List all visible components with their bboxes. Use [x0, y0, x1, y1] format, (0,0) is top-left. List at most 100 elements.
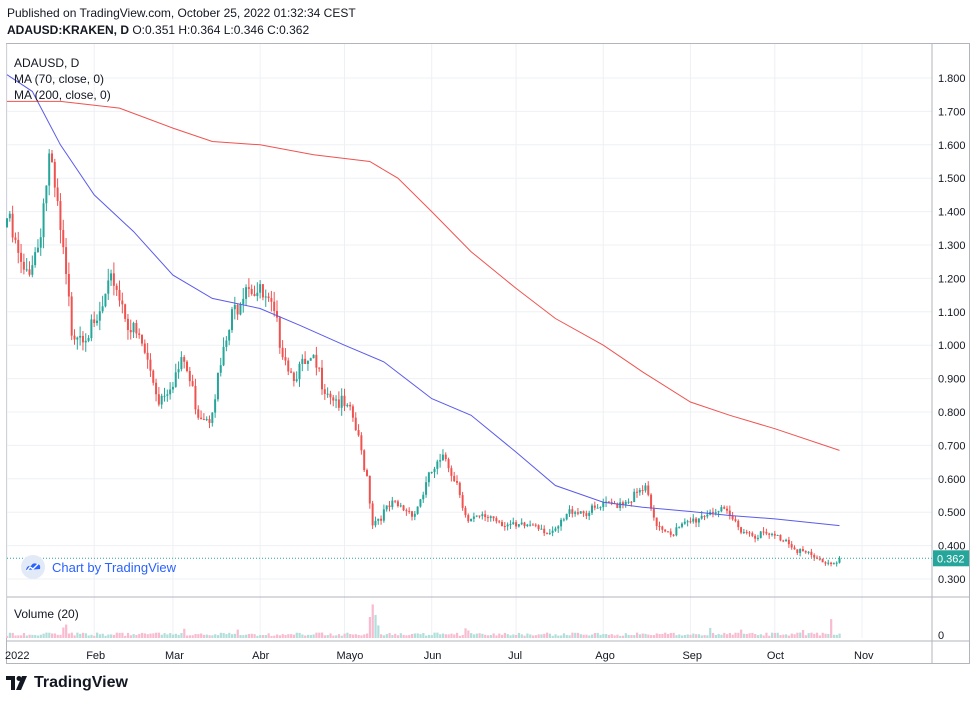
volume-bar [160, 634, 163, 638]
volume-bar [745, 633, 748, 638]
volume-bar [768, 635, 771, 638]
volume-bar [824, 633, 827, 638]
candle [517, 523, 520, 528]
candle [90, 314, 93, 342]
candle [537, 524, 540, 532]
volume-bar [728, 632, 732, 638]
volume-bar [517, 632, 521, 638]
candle [779, 534, 782, 542]
candle [292, 371, 295, 387]
volume-bar [557, 635, 560, 638]
volume-bar [273, 635, 276, 638]
volume-bar [396, 635, 400, 638]
candle [205, 416, 208, 422]
volume-bar [239, 635, 242, 638]
candle [261, 283, 264, 301]
candle [228, 329, 231, 346]
candle [402, 504, 405, 512]
candle [652, 505, 655, 521]
volume-bar [149, 633, 152, 638]
time-axis: 2022 Feb Mar Abr Mayo Jun Jul Ago Sep Oct Nov [5, 650, 874, 662]
candle [602, 498, 605, 511]
ma200-legend[interactable]: MA (200, close, 0) [14, 88, 111, 102]
volume-bar [191, 635, 194, 638]
volume-bar [36, 635, 40, 638]
volume-bar [748, 633, 751, 638]
volume-bar [242, 635, 245, 638]
volume-bar [267, 633, 270, 638]
candle [419, 498, 422, 508]
volume-bar [709, 627, 712, 638]
volume-bar [540, 634, 543, 638]
volume-bar [813, 633, 816, 638]
volume-bar [45, 632, 48, 638]
candle [354, 412, 357, 432]
candle [81, 331, 84, 351]
candle [42, 198, 45, 249]
candle [14, 232, 17, 244]
candle [768, 532, 771, 539]
volume-bar [498, 633, 501, 638]
volume-bar [425, 635, 428, 638]
volume-bar [323, 635, 327, 638]
candle [171, 382, 174, 394]
volume-bar [568, 635, 571, 638]
candle [197, 405, 200, 420]
volume-bar [8, 632, 12, 638]
candle [515, 519, 518, 530]
footer-logo[interactable]: TradingView [6, 674, 128, 692]
candle [346, 403, 349, 408]
candle [138, 328, 141, 339]
ma70-legend[interactable]: MA (70, close, 0) [14, 72, 105, 86]
volume-bar [225, 634, 228, 638]
candle [441, 449, 444, 461]
candle [574, 510, 577, 517]
volume-bar [143, 633, 147, 638]
volume-bar [447, 634, 450, 638]
volume-bar [762, 635, 765, 638]
volume-bar [458, 635, 462, 638]
volume-bar [832, 634, 836, 638]
candle [430, 471, 433, 474]
volume-bar [450, 633, 453, 638]
candle [776, 534, 779, 536]
volume-bar [509, 635, 512, 638]
candle [129, 319, 132, 340]
volume-bar [793, 634, 796, 638]
candle [416, 506, 419, 515]
volume-bar [810, 632, 813, 638]
candle [25, 258, 28, 272]
chart-by-tradingview[interactable]: Chart by TradingView [20, 555, 176, 579]
candle [512, 517, 515, 525]
volume-bar [17, 635, 20, 638]
volume-bar [672, 632, 675, 638]
footer-label: TradingView [34, 674, 128, 691]
volume-bar [22, 632, 26, 638]
volume-bar [39, 634, 42, 638]
candle [745, 529, 748, 535]
candle [214, 394, 217, 418]
volume-bar [799, 632, 802, 638]
volume-bar [666, 633, 670, 638]
volume-legend[interactable]: Volume (20) [14, 607, 79, 621]
time-tick-label: Abr [252, 650, 269, 662]
volume-bar [664, 632, 667, 638]
candle [709, 509, 712, 516]
candle [782, 539, 785, 543]
candle [723, 505, 726, 510]
candle [503, 522, 506, 531]
candle [422, 491, 425, 503]
volume-bar [703, 635, 706, 638]
candle [8, 210, 11, 222]
volume-bar [731, 634, 734, 638]
price-tick-label: 1.800 [938, 73, 966, 85]
volume-bar [186, 635, 189, 638]
candle [194, 378, 197, 415]
candle [337, 391, 340, 411]
candle [529, 520, 532, 527]
volume-bar [31, 634, 34, 638]
candle [742, 528, 745, 535]
candle [470, 518, 473, 522]
candle [53, 158, 56, 198]
